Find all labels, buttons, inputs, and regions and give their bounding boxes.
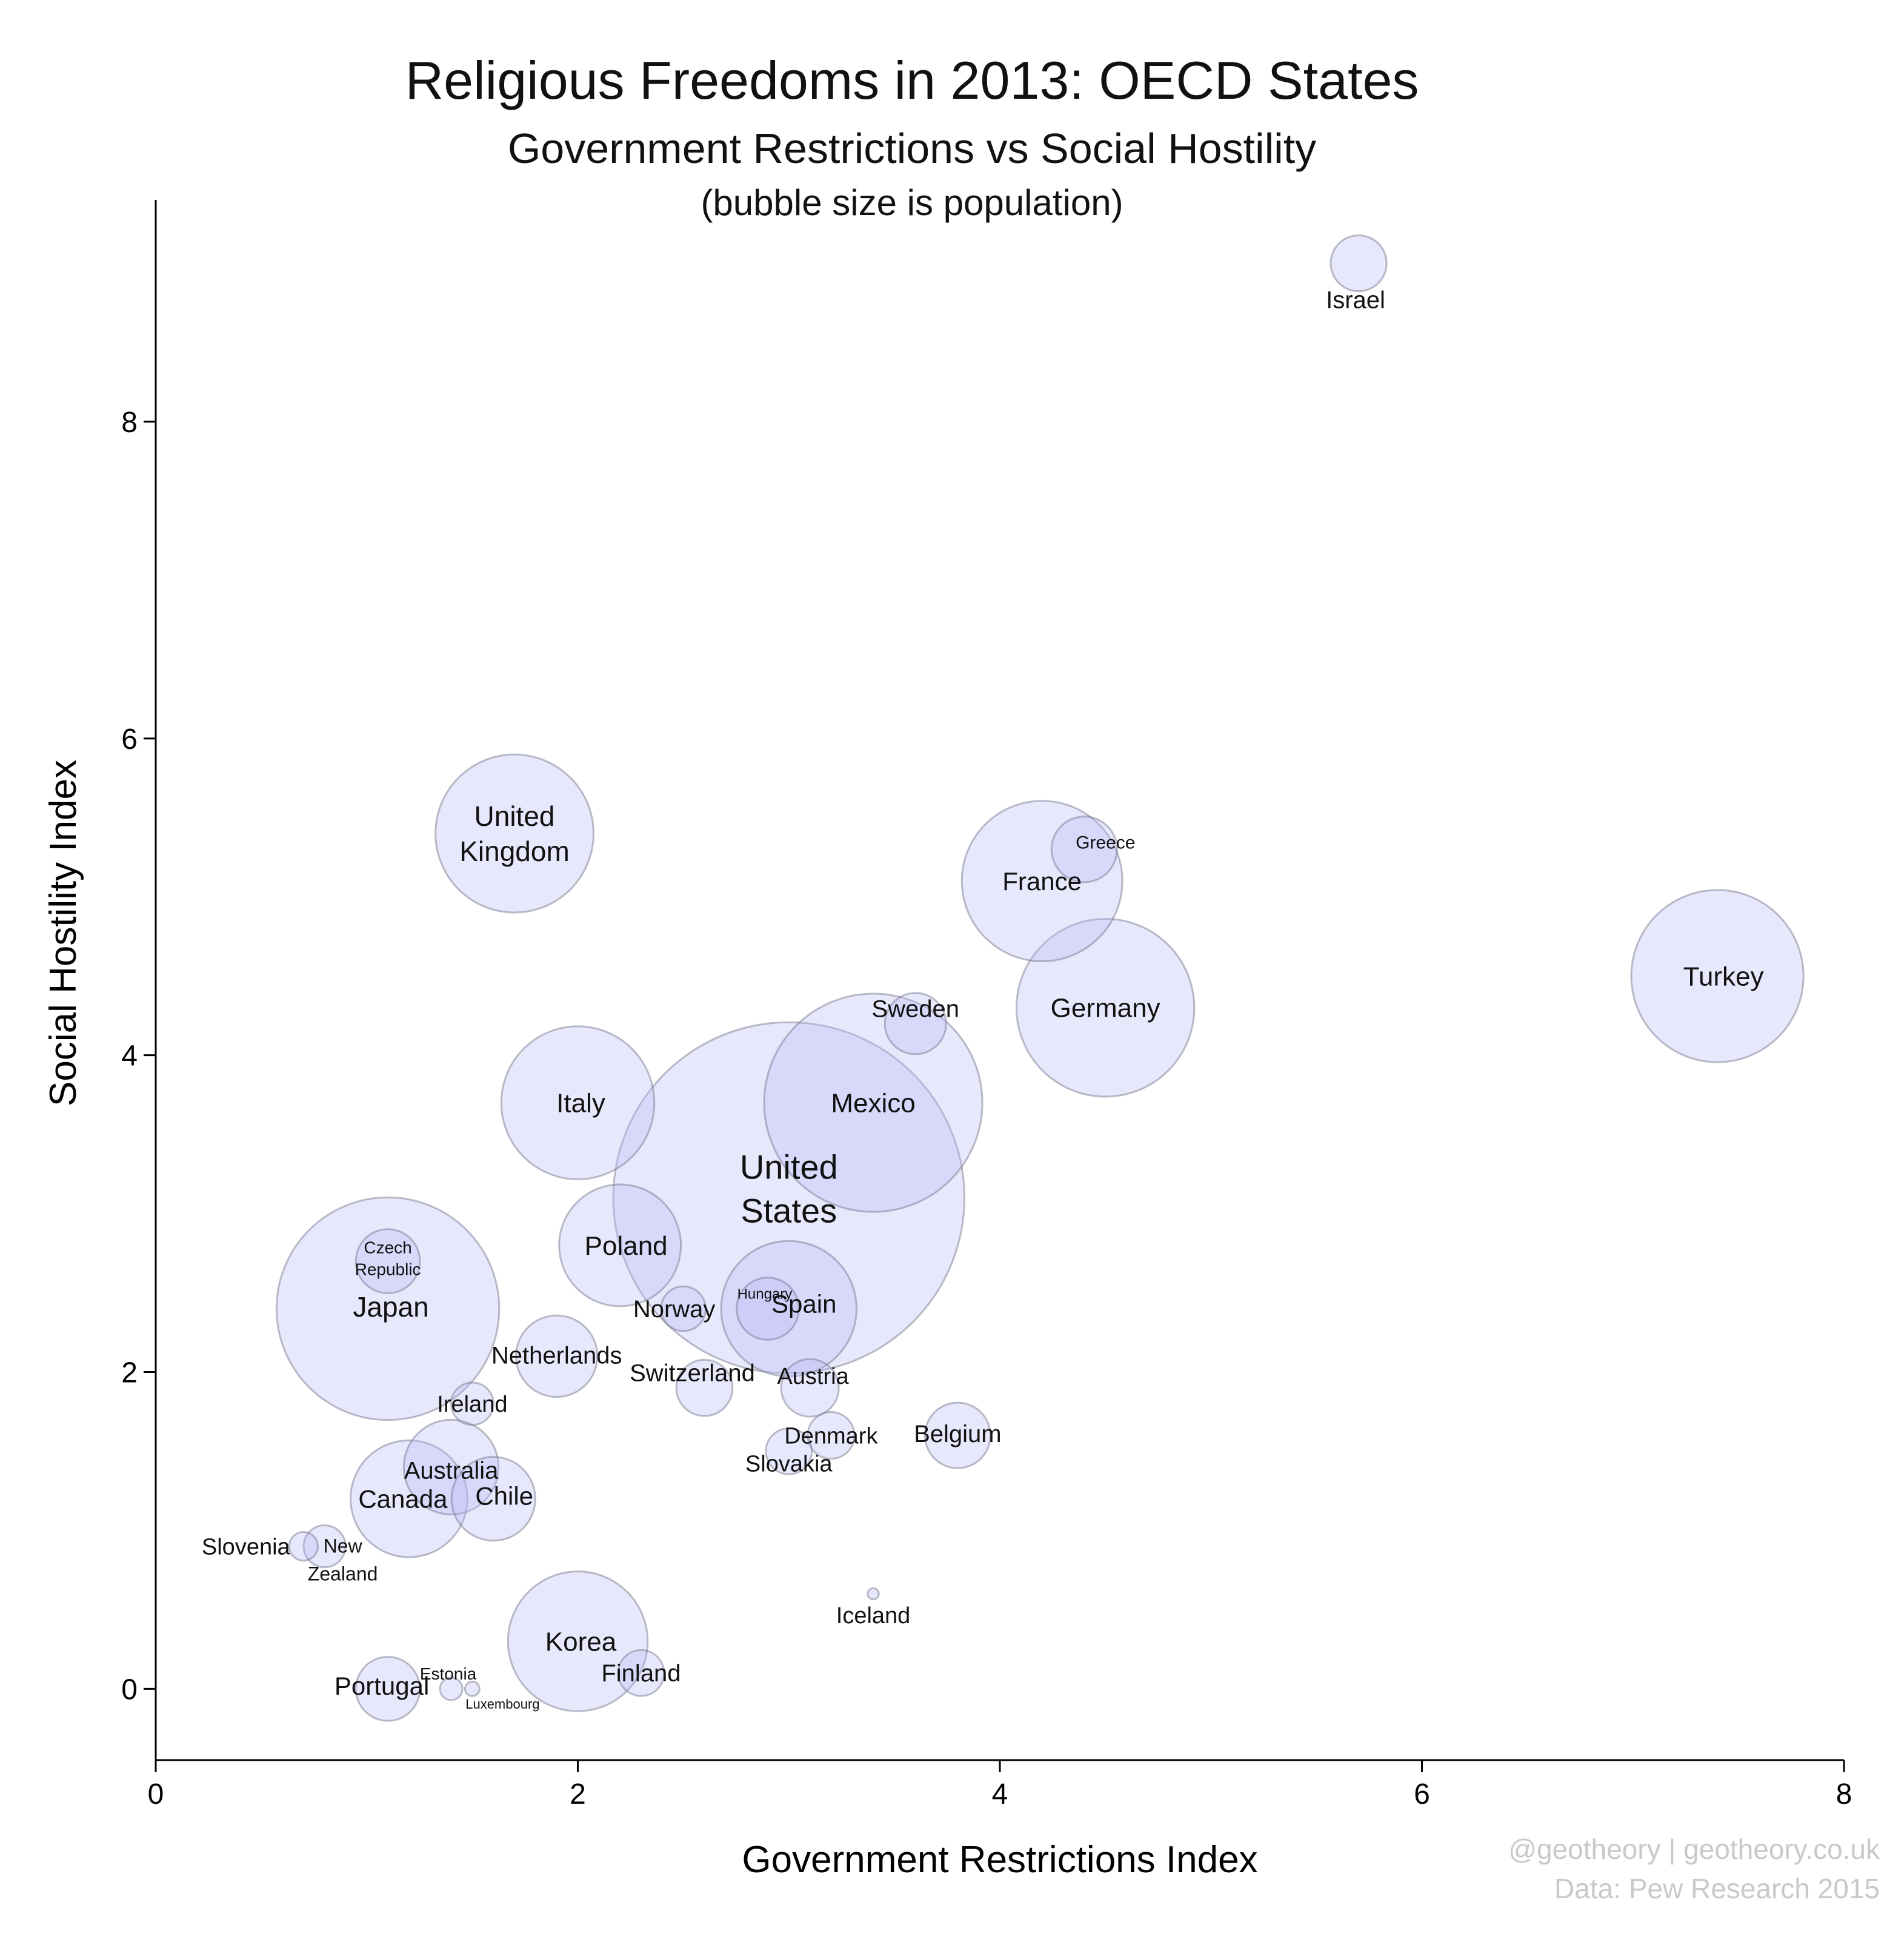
x-tick-label: 4	[992, 1778, 1008, 1810]
credit-line: @geotheory | geotheory.co.uk	[1508, 1833, 1880, 1865]
bubble-label-slovenia: Slovenia	[202, 1534, 291, 1560]
bubble-slovakia	[765, 1427, 813, 1475]
data-source-line: Data: Pew Research 2015	[1554, 1873, 1880, 1904]
bubble-label-korea: Korea	[545, 1627, 617, 1657]
bubble-label-united-states: United States	[740, 1148, 838, 1230]
bubble-portugal	[355, 1656, 421, 1722]
y-tick-label: 0	[121, 1673, 138, 1706]
bubble-austria	[780, 1358, 840, 1418]
bubble-turkey	[1630, 889, 1805, 1063]
bubble-finland	[617, 1649, 665, 1697]
bubble-label-portugal: Portugal	[335, 1672, 429, 1700]
bubble-label-canada: Canada	[358, 1484, 448, 1513]
x-axis-title: Government Restrictions Index	[742, 1839, 1257, 1881]
chart-title: Religious Freedoms in 2013: OECD States	[405, 50, 1419, 110]
x-tick-label: 0	[148, 1778, 164, 1810]
bubble-norway	[660, 1285, 707, 1332]
bubble-label-netherlands: Netherlands	[491, 1342, 622, 1369]
bubble-label-united-kingdom: United Kingdom	[459, 800, 570, 867]
bubble-label-denmark: Denmark	[784, 1423, 878, 1449]
bubble-mexico	[763, 992, 984, 1213]
bubble-label-turkey: Turkey	[1683, 962, 1764, 991]
bubble-poland	[558, 1183, 682, 1308]
bubble-label-israel: Israel	[1326, 287, 1385, 314]
bubble-korea	[507, 1570, 649, 1712]
bubble-canada	[349, 1439, 468, 1558]
bubble-united-states	[612, 1021, 966, 1375]
bubble-label-sweden: Sweden	[871, 995, 959, 1022]
y-tick-label: 2	[121, 1357, 138, 1389]
bubble-belgium	[924, 1401, 991, 1469]
bubble-new-zealand	[302, 1524, 347, 1569]
bubble-label-france: France	[1002, 867, 1082, 896]
chart-subtitle: Government Restrictions vs Social Hostil…	[507, 125, 1317, 172]
x-tick-label: 2	[570, 1778, 586, 1810]
bubble-label-switzerland: Switzerland	[630, 1360, 755, 1387]
bubble-italy	[500, 1025, 656, 1180]
bubble-sweden	[884, 992, 947, 1055]
bubble-estonia	[439, 1676, 464, 1701]
bubble-label-line: United	[740, 1148, 838, 1186]
bubble-label-norway: Norway	[633, 1296, 716, 1323]
bubble-japan	[275, 1196, 501, 1421]
bubble-label-chile: Chile	[475, 1481, 533, 1510]
bubble-slovenia	[288, 1530, 319, 1562]
bubble-france	[960, 800, 1123, 963]
bubble-chile	[450, 1455, 536, 1542]
bubble-israel	[1330, 234, 1388, 293]
bubble-label-japan: Japan	[353, 1291, 428, 1323]
bubble-label-line: United	[474, 800, 555, 832]
bubble-label-line: Kingdom	[459, 836, 570, 867]
y-tick-label: 4	[121, 1040, 138, 1072]
bubble-hungary	[736, 1277, 800, 1341]
bubble-united-kingdom	[434, 753, 594, 914]
bubble-label-luxembourg: Luxembourg	[465, 1696, 539, 1712]
bubble-label-line: Republic	[355, 1260, 421, 1278]
bubble-label-line: New	[324, 1535, 363, 1557]
bubble-label-line: States	[741, 1192, 837, 1230]
bubble-label-slovakia: Slovakia	[745, 1452, 833, 1477]
x-tick-label: 8	[1836, 1778, 1852, 1810]
bubble-switzerland	[675, 1358, 734, 1417]
bubble-label-mexico: Mexico	[831, 1089, 915, 1118]
bubble-label-spain: Spain	[771, 1290, 836, 1318]
y-tick-label: 6	[121, 723, 138, 756]
bubble-netherlands	[514, 1314, 599, 1398]
bubble-label-germany: Germany	[1051, 994, 1160, 1023]
bubble-label-estonia: Estonia	[420, 1664, 477, 1683]
y-tick-label: 8	[121, 407, 138, 439]
x-tick-label: 6	[1414, 1778, 1430, 1810]
bubble-label-belgium: Belgium	[914, 1421, 1002, 1447]
bubble-germany	[1015, 918, 1196, 1098]
bubble-luxembourg	[464, 1680, 481, 1697]
bubble-greece	[1050, 816, 1118, 883]
y-axis-title: Social Hostility Index	[42, 760, 84, 1106]
bubble-label-greece: Greece	[1076, 832, 1135, 852]
bubble-label-italy: Italy	[556, 1089, 605, 1118]
axes: 0 2 4 6 8 0 2 4 6 8	[121, 200, 1852, 1810]
bubble-denmark	[807, 1411, 856, 1460]
bubble-label-line: Czech	[364, 1238, 411, 1257]
bubble-czech-republic	[355, 1228, 421, 1294]
bubble-label-line: Zealand	[308, 1563, 378, 1584]
bubble-australia	[402, 1418, 500, 1516]
bubble-iceland	[867, 1587, 880, 1601]
bubble-spain	[720, 1240, 857, 1378]
bubble-ireland	[450, 1381, 494, 1426]
bubble-label-australia: Australia	[404, 1457, 499, 1484]
bubble-label-iceland: Iceland	[836, 1603, 911, 1629]
bubble-label-czech-republic: Czech Republic	[355, 1238, 421, 1278]
bubble-label-finland: Finland	[601, 1660, 681, 1687]
label-layer: United States Mexico Japan Turkey Germany Fran…	[202, 287, 1764, 1712]
bubble-label-hungary: Hungary	[737, 1286, 793, 1302]
bubble-label-poland: Poland	[585, 1231, 668, 1261]
bubble-layer	[275, 234, 1805, 1722]
bubble-label-austria: Austria	[777, 1364, 849, 1389]
bubble-label-new-zealand: New Zealand	[308, 1535, 378, 1584]
bubble-label-ireland: Ireland	[437, 1392, 507, 1417]
chart-note: (bubble size is population)	[701, 182, 1123, 223]
